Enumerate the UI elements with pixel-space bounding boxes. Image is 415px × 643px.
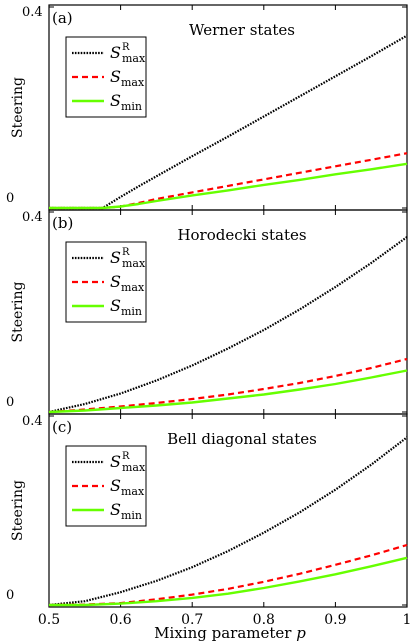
legend-subscript: min [121,305,142,318]
series-line-s-min [48,369,408,414]
legend-subscript: min [121,509,142,522]
legend-entry: Smin [110,500,142,522]
legend-symbol: S [110,67,121,86]
legend-entry: Smin [110,296,142,318]
x-tick-label: 0.5 [38,612,60,628]
series-line-s-max [49,152,408,210]
legend-symbol: S [110,296,121,315]
series-line-s-min [49,556,408,607]
y-tick-label: 0 [6,588,14,603]
legend-box [65,36,147,118]
legend-subscript: max [121,485,145,498]
y-axis-label: Steering [10,281,26,342]
legend-subscript: max [121,281,145,294]
legend-subscript: max [122,257,146,270]
legend-symbol: S [110,43,121,62]
x-axis-label-variable: p [296,624,306,642]
legend-entry: SR max [110,42,146,65]
x-tick-label: 0.9 [324,612,346,628]
x-axis-label: Mixing parameter p [154,624,306,642]
legend-superscript: R [122,42,130,53]
legend-superscript: R [122,247,130,258]
legend-box [65,445,147,527]
panel-title: Bell diagonal states [167,430,317,448]
series-line-s-max [48,357,408,414]
plot-frame [48,413,408,608]
y-tick-label: 0 [6,191,14,206]
panel-label: (c) [52,418,72,436]
legend-superscript: R [122,451,130,462]
y-axis-label: Steering [10,480,26,541]
panel-title: Horodecki states [177,226,306,244]
y-tick-label: 0 [6,395,14,410]
legend-symbol: S [110,91,121,110]
chart-panel-3: 0 0.4 0.5 0.6 0.7 0.8 0.9 1 Steering (c) Bell diag… [6,413,412,628]
legend-entry: Smax [110,67,145,89]
panel-title: Werner states [189,21,295,39]
panel-label: (a) [52,9,73,27]
x-tick-label: 1 [403,612,412,628]
x-tick-label: 0.6 [109,612,131,628]
y-axis-label: Steering [10,77,26,138]
panel-label: (b) [52,214,73,232]
series-line-s-max-r [48,436,408,607]
legend-subscript: min [121,100,142,113]
legend-entry: Smin [110,91,142,113]
legend-subscript: max [122,52,146,65]
legend-box [65,241,147,323]
y-tick-label: 0.4 [22,210,43,225]
legend-entry: Smax [110,272,145,294]
legend-subscript: max [121,76,145,89]
series-line-s-min [49,162,408,210]
y-tick-label: 0.4 [22,5,43,20]
legend-entry: SR max [110,247,146,270]
legend-entry: SR max [110,451,146,474]
legend-symbol: S [110,272,121,291]
legend-subscript: max [122,461,146,474]
legend-symbol: S [110,248,121,267]
x-tick-label: 0.8 [253,612,275,628]
legend-symbol: S [110,452,121,471]
legend-symbol: S [110,476,121,495]
x-axis-label-text: Mixing parameter [154,624,296,642]
y-tick-label: 0.4 [22,414,43,429]
legend-symbol: S [110,500,121,519]
x-tick-label: 0.7 [181,612,203,628]
series-line-s-max [48,543,408,607]
legend-entry: Smax [110,476,145,498]
series-line-s-max-r [48,236,408,414]
